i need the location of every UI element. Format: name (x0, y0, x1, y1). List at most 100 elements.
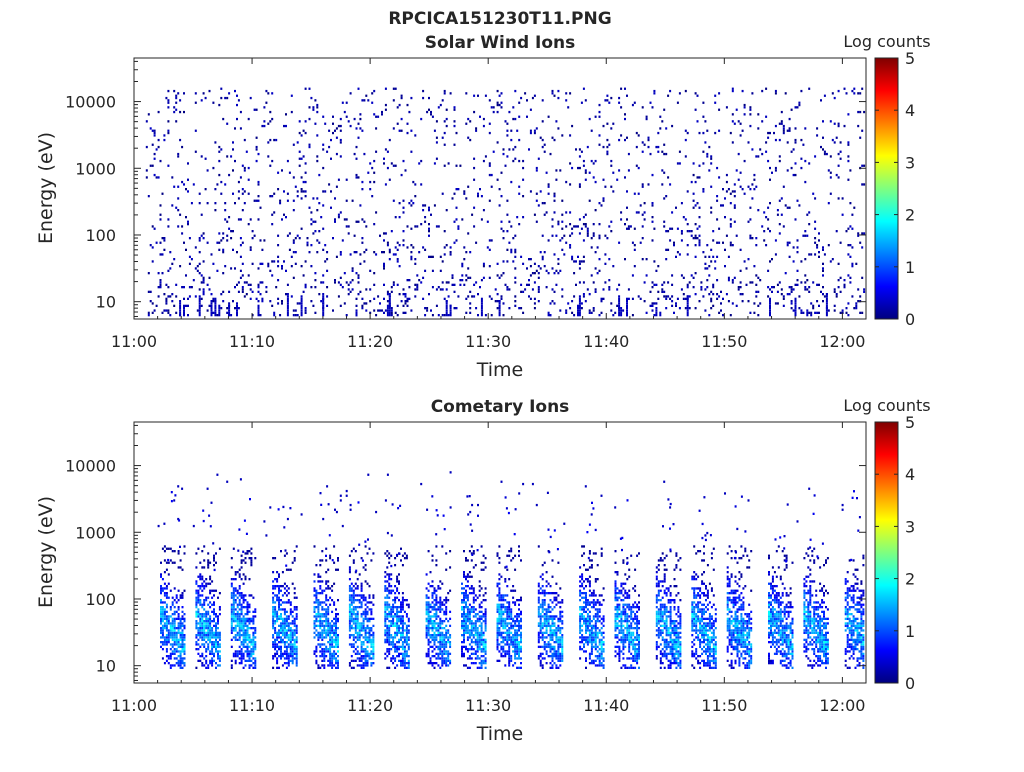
heatmap-cell (176, 657, 178, 659)
heatmap-cell (561, 249, 563, 251)
heatmap-cell (180, 636, 182, 638)
heatmap-cell (806, 235, 808, 237)
heatmap-cell (289, 232, 291, 234)
heatmap-cell (180, 618, 182, 620)
heatmap-cell (370, 618, 372, 620)
heatmap-cell (775, 92, 777, 94)
heatmap-cell (571, 256, 573, 258)
heatmap-cell (403, 288, 405, 290)
heatmap-cell (548, 239, 550, 241)
heatmap-cell (355, 613, 357, 615)
heatmap-cell (437, 606, 439, 608)
heatmap-cell (399, 553, 401, 555)
heatmap-cell (280, 632, 282, 634)
heatmap-cell (179, 111, 181, 113)
heatmap-cell (497, 300, 499, 302)
heatmap-cell (234, 127, 236, 129)
heatmap-cell (243, 597, 245, 599)
heatmap-cell (695, 181, 697, 183)
heatmap-cell (201, 629, 203, 631)
heatmap-cell (284, 646, 286, 648)
heatmap-cell (432, 639, 434, 641)
heatmap-cell (290, 639, 292, 641)
heatmap-cell (375, 253, 377, 255)
heatmap-cell (534, 132, 536, 134)
heatmap-cell (248, 179, 250, 181)
heatmap-cell (426, 594, 428, 596)
heatmap-cell (554, 95, 556, 97)
heatmap-cell (317, 573, 319, 575)
heatmap-cell (372, 662, 374, 664)
heatmap-cell (426, 111, 428, 113)
heatmap-cell (503, 237, 505, 239)
heatmap-cell (363, 643, 365, 645)
heatmap-cell (412, 181, 414, 183)
y-tick-label: 10 (96, 293, 116, 312)
heatmap-cell (296, 632, 298, 634)
heatmap-cell (280, 648, 282, 650)
heatmap-cell (822, 246, 824, 248)
heatmap-cell (432, 116, 434, 118)
heatmap-cell (284, 611, 286, 613)
heatmap-cell (394, 592, 396, 594)
heatmap-cell (399, 130, 401, 132)
heatmap-cell (292, 650, 294, 652)
heatmap-cell (514, 300, 516, 302)
heatmap-cell (321, 643, 323, 645)
heatmap-cell (583, 281, 585, 283)
heatmap-cell (349, 594, 351, 596)
heatmap-cell (344, 111, 346, 113)
heatmap-cell (795, 174, 797, 176)
heatmap-cell (806, 288, 808, 290)
heatmap-cell (642, 183, 644, 185)
heatmap-cell (197, 309, 199, 311)
heatmap-cell (820, 99, 822, 101)
heatmap-cell (171, 300, 173, 302)
heatmap-cell (838, 279, 840, 281)
heatmap-cell (767, 295, 769, 297)
heatmap-cell (744, 193, 746, 195)
heatmap-cell (160, 632, 162, 634)
heatmap-cell (514, 118, 516, 120)
heatmap-cell (286, 650, 288, 652)
heatmap-cell (319, 604, 321, 606)
heatmap-cell (203, 277, 205, 279)
heatmap-cell (838, 197, 840, 199)
heatmap-cell (203, 520, 205, 522)
heatmap-cell (167, 559, 169, 561)
heatmap-cell (644, 144, 646, 146)
heatmap-cell (687, 244, 689, 246)
heatmap-cell (506, 123, 508, 125)
heatmap-cell (497, 90, 499, 92)
heatmap-cell (165, 309, 167, 311)
heatmap-cell (238, 218, 240, 220)
heatmap-cell (601, 298, 603, 300)
heatmap-cell (170, 667, 172, 669)
heatmap-cell (655, 309, 657, 311)
heatmap-cell (438, 286, 440, 288)
heatmap-cell (826, 295, 828, 297)
heatmap-cell (388, 576, 390, 578)
heatmap-cell (428, 632, 430, 634)
heatmap-cell (325, 571, 327, 573)
heatmap-cell (363, 636, 365, 638)
heatmap-cell (290, 634, 292, 636)
heatmap-cell (222, 118, 224, 120)
heatmap-cell (162, 657, 164, 659)
heatmap-cell (203, 629, 205, 631)
heatmap-cell (840, 291, 842, 293)
heatmap-cell (422, 277, 424, 279)
heatmap-cell (802, 312, 804, 314)
heatmap-cell (355, 615, 357, 617)
heatmap-cell (379, 235, 381, 237)
heatmap-cell (808, 88, 810, 90)
heatmap-cell (356, 146, 358, 148)
heatmap-cell (187, 190, 189, 192)
heatmap-cell (612, 172, 614, 174)
heatmap-cell (218, 232, 220, 234)
heatmap-cell (400, 646, 402, 648)
heatmap-cell (653, 284, 655, 286)
heatmap-cell (826, 309, 828, 311)
heatmap-cell (390, 641, 392, 643)
heatmap-cell (203, 585, 205, 587)
